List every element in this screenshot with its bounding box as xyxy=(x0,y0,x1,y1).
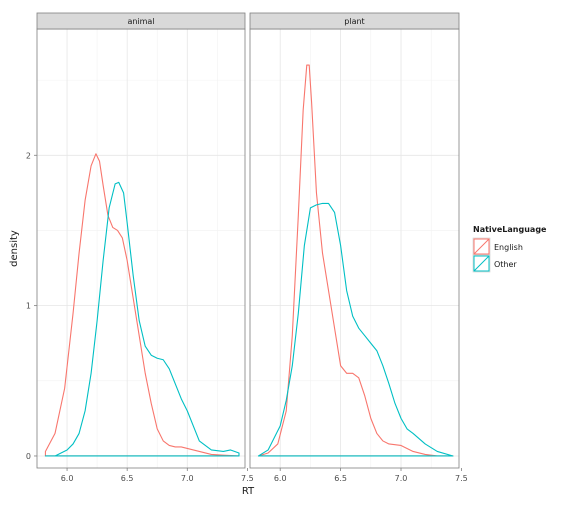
x-tick-label: 6.5 xyxy=(121,474,134,483)
x-axis-title: RT xyxy=(242,486,255,497)
y-axis-title: density xyxy=(9,230,20,267)
x-tick-label: 7.0 xyxy=(181,474,194,483)
facet-strip xyxy=(36,12,246,30)
x-tick-label: 6.0 xyxy=(274,474,287,483)
facet-strip xyxy=(249,12,460,30)
legend-key-square xyxy=(473,255,490,272)
facet-panel-animal: animal 6.0 6.5 7.0 7.5 xyxy=(36,12,254,483)
facet-strip-label: animal xyxy=(127,17,154,26)
facet-strip-label: plant xyxy=(344,17,364,26)
legend-key-square xyxy=(473,238,490,255)
legend-label-other: Other xyxy=(494,260,517,269)
legend-key-diagonal xyxy=(473,238,490,255)
density-line-animal-other xyxy=(44,181,240,457)
x-tick-label: 6.5 xyxy=(334,474,347,483)
panel-background xyxy=(37,29,245,468)
density-line-plant-english xyxy=(257,64,454,457)
x-tick-label: 6.0 xyxy=(61,474,74,483)
y-tick-label: 1 xyxy=(26,302,31,311)
density-line-plant-other xyxy=(257,202,454,457)
x-tick-label: 7.5 xyxy=(455,474,468,483)
legend-key-diagonal xyxy=(473,255,490,272)
facet-panel-plant: plant 6.0 6.5 7.0 7.5 xyxy=(249,12,468,483)
x-tick-label: 7.0 xyxy=(395,474,408,483)
legend-key-other xyxy=(472,254,491,273)
legend-label-english: English xyxy=(494,243,523,252)
panel-background xyxy=(250,29,459,468)
y-tick-label: 2 xyxy=(26,151,31,160)
legend-key-english xyxy=(472,237,491,256)
x-tick-label: 7.5 xyxy=(241,474,254,483)
density-line-animal-english xyxy=(44,153,240,457)
legend-title: NativeLanguage xyxy=(473,225,547,234)
y-tick-label: 0 xyxy=(26,452,31,461)
